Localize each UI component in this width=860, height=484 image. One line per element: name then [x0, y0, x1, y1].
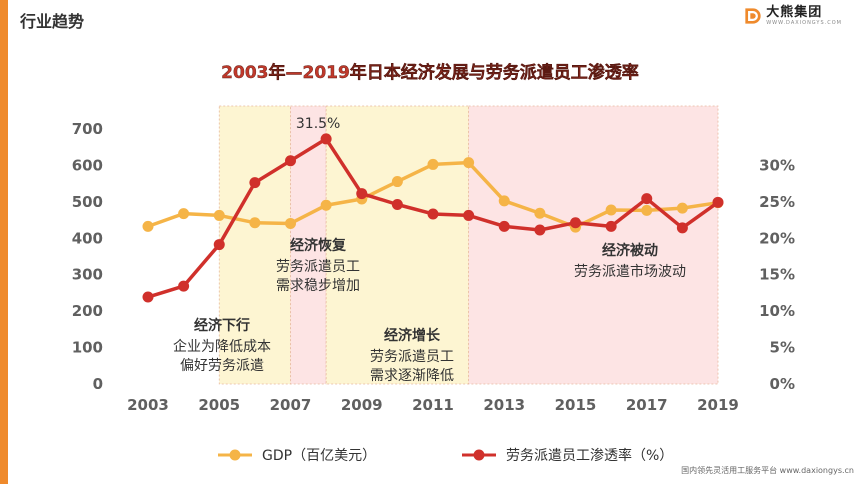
x-tick-label: 2017 — [626, 396, 668, 414]
x-tick-label: 2007 — [270, 396, 312, 414]
callout-1-line: 企业为降低成本 — [173, 338, 271, 355]
series-1-point — [676, 202, 688, 214]
y-left-tick-label: 100 — [72, 339, 103, 357]
series-1-point — [391, 176, 403, 188]
callout-3-line: 劳务派遣员工 — [370, 349, 454, 365]
series-2-point — [641, 193, 653, 205]
region-4-band — [468, 105, 719, 385]
y-right-tick-label: 0% — [770, 375, 795, 393]
brand-url: WWW.DAXIONGYS.COM — [766, 20, 842, 26]
legend-1-label: GDP（百亿美元） — [262, 448, 376, 464]
series-1-point — [534, 207, 546, 219]
series-2-point — [320, 133, 332, 145]
x-tick-label: 2009 — [341, 396, 383, 414]
series-1-point — [605, 204, 617, 216]
callout-3-heading: 经济增长 — [384, 327, 441, 344]
y-right-tick-label: 15% — [759, 266, 795, 284]
brand-name: 大熊集团 — [766, 5, 823, 20]
series-1-point — [320, 199, 332, 211]
brand-logo-icon — [745, 8, 761, 24]
series-2-point — [178, 280, 190, 292]
x-tick-label: 2011 — [412, 396, 454, 414]
callout-2-line: 需求稳步增加 — [276, 278, 360, 294]
callout-1-heading: 经济下行 — [194, 317, 250, 334]
legend-2-marker — [473, 449, 485, 461]
y-right-tick-label: 30% — [759, 156, 795, 174]
series-2-point — [213, 239, 225, 251]
callout-layer: 经济下行企业为降低成本偏好劳务派遣经济恢复劳务派遣员工需求稳步增加经济增长劳务派… — [173, 116, 686, 384]
y-right-tick-label: 5% — [770, 339, 795, 357]
x-tick-label: 2019 — [697, 396, 739, 414]
y-right-tick-label: 10% — [759, 302, 795, 320]
callout-4-line: 劳务派遣市场波动 — [574, 263, 686, 280]
y-left-tick-label: 700 — [72, 120, 103, 138]
series-1-point — [641, 204, 653, 216]
x-tick-label: 2003 — [127, 396, 169, 414]
axis-layer: 0 100 200 300 400 500 600 700 0% 5% 10% 15% 20% 25% 30… — [72, 120, 795, 414]
series-2-point — [356, 188, 368, 200]
series-2-point — [285, 155, 296, 167]
series-2-point — [676, 222, 688, 234]
series-1-point — [498, 195, 510, 207]
callout-4-heading: 经济被动 — [602, 242, 658, 259]
series-2-point — [498, 220, 510, 232]
series-1-point — [463, 157, 475, 169]
series-2-point — [142, 291, 154, 303]
series-1-point — [249, 217, 261, 229]
accent-sidebar — [0, 0, 8, 484]
y-left-tick-label: 600 — [72, 156, 103, 174]
series-1-point — [213, 209, 225, 221]
legend: GDP（百亿美元） 劳务派遣员工渗透率（%） — [218, 447, 673, 464]
section-title: 行业趋势 — [20, 12, 85, 31]
series-2-point — [534, 224, 546, 236]
chart-region-layer — [218, 105, 719, 385]
chart-title: 2003年—2019年日本经济发展与劳务派遣员工渗透率 — [221, 62, 639, 83]
x-tick-label: 2005 — [198, 396, 240, 414]
region-3-band — [325, 105, 470, 385]
callout-2-line: 劳务派遣员工 — [276, 259, 360, 275]
series-layer — [142, 133, 724, 303]
legend-1-marker — [229, 449, 241, 461]
footer-text: 国内领先灵活用工服务平台 www.daxiongys.cn — [681, 466, 854, 475]
series-2-point — [605, 220, 617, 232]
series-2-point — [427, 208, 439, 220]
legend-2-label: 劳务派遣员工渗透率（%） — [506, 447, 673, 464]
series-1-point — [178, 208, 190, 220]
region-1-band — [218, 105, 291, 385]
callout-3-line: 需求逐渐降低 — [370, 368, 454, 384]
callout-1-line: 偏好劳务派遣 — [180, 358, 264, 374]
series-1-point — [427, 158, 439, 170]
y-left-tick-label: 400 — [72, 229, 103, 247]
callout-2-heading: 经济恢复 — [290, 237, 347, 254]
annotation-peak-label: 31.5% — [296, 116, 340, 132]
series-2-point — [570, 217, 581, 229]
x-tick-label: 2015 — [555, 396, 597, 414]
series-1-point — [142, 220, 154, 232]
y-left-tick-label: 300 — [72, 266, 103, 284]
series-2-point — [712, 196, 724, 208]
y-left-tick-label: 0 — [93, 375, 103, 393]
series-2-point — [249, 177, 261, 189]
series-1-point — [285, 217, 296, 229]
brand-logo: 大熊集团 WWW.DAXIONGYS.COM — [744, 6, 842, 26]
y-right-tick-label: 25% — [759, 193, 795, 211]
series-2-point — [391, 199, 403, 210]
y-left-tick-label: 500 — [72, 193, 103, 211]
region-2-band — [290, 105, 327, 385]
x-tick-label: 2013 — [483, 396, 525, 414]
y-right-tick-label: 20% — [759, 229, 795, 247]
y-left-tick-label: 200 — [72, 302, 103, 320]
series-2-point — [463, 209, 475, 221]
